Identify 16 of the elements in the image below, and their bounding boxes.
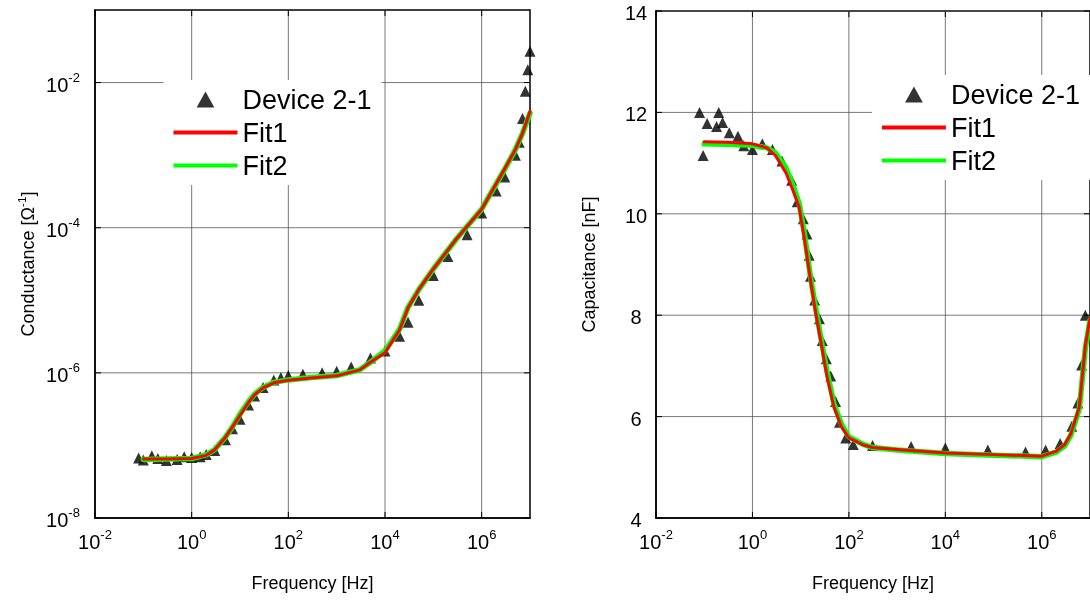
y-axis-title: Conductance [Ω-1] <box>14 191 38 337</box>
legend-label: Fit2 <box>242 150 288 181</box>
x-axis-title: Frequency [Hz] <box>811 572 935 593</box>
legend-label: Device 2-1 <box>950 79 1081 110</box>
legend-label: Device 2-1 <box>242 84 372 115</box>
y-tick-label: 12 <box>624 103 648 126</box>
y-tick-label: 10 <box>624 204 648 227</box>
legend-label: Fit1 <box>950 112 996 143</box>
y-tick-label: 8 <box>630 306 642 329</box>
legend-label: Fit1 <box>242 117 288 148</box>
y-tick-label: 6 <box>630 407 642 430</box>
y-axis-title: Capacitance [nF] <box>579 196 599 333</box>
x-axis-title: Frequency [Hz] <box>251 572 374 593</box>
legend-label: Fit2 <box>950 145 996 176</box>
y-tick-label: 14 <box>624 2 648 24</box>
y-tick-label: 4 <box>630 509 642 531</box>
